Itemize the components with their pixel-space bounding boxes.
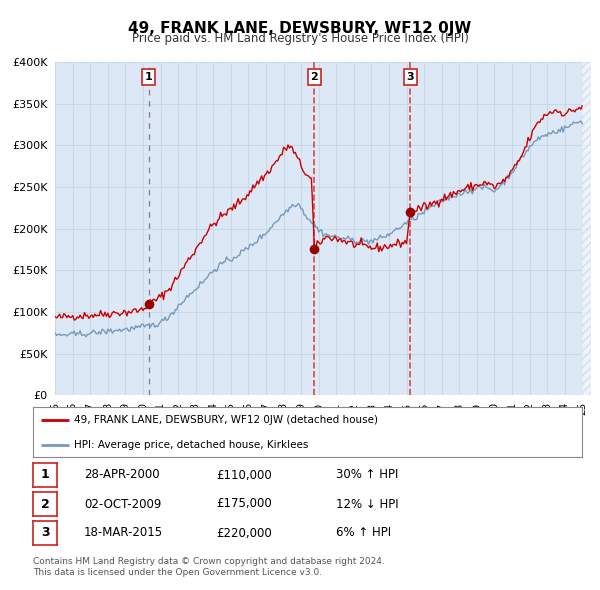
Text: 30% ↑ HPI: 30% ↑ HPI: [336, 468, 398, 481]
Text: £175,000: £175,000: [216, 497, 272, 510]
Text: Price paid vs. HM Land Registry's House Price Index (HPI): Price paid vs. HM Land Registry's House …: [131, 32, 469, 45]
Text: 49, FRANK LANE, DEWSBURY, WF12 0JW: 49, FRANK LANE, DEWSBURY, WF12 0JW: [128, 21, 472, 35]
Text: 28-APR-2000: 28-APR-2000: [84, 468, 160, 481]
Text: 1: 1: [145, 72, 152, 82]
Text: 3: 3: [406, 72, 414, 82]
Text: 12% ↓ HPI: 12% ↓ HPI: [336, 497, 398, 510]
Text: 2: 2: [41, 497, 49, 510]
Text: HPI: Average price, detached house, Kirklees: HPI: Average price, detached house, Kirk…: [74, 440, 308, 450]
Text: 02-OCT-2009: 02-OCT-2009: [84, 497, 161, 510]
Text: 18-MAR-2015: 18-MAR-2015: [84, 526, 163, 539]
Text: Contains HM Land Registry data © Crown copyright and database right 2024.: Contains HM Land Registry data © Crown c…: [33, 558, 385, 566]
Text: 1: 1: [41, 468, 49, 481]
Text: £110,000: £110,000: [216, 468, 272, 481]
Bar: [582, 62, 591, 395]
Text: This data is licensed under the Open Government Licence v3.0.: This data is licensed under the Open Gov…: [33, 568, 322, 577]
Text: 49, FRANK LANE, DEWSBURY, WF12 0JW (detached house): 49, FRANK LANE, DEWSBURY, WF12 0JW (deta…: [74, 415, 378, 425]
Text: £220,000: £220,000: [216, 526, 272, 539]
Text: 6% ↑ HPI: 6% ↑ HPI: [336, 526, 391, 539]
Text: 2: 2: [310, 72, 318, 82]
Text: 3: 3: [41, 526, 49, 539]
